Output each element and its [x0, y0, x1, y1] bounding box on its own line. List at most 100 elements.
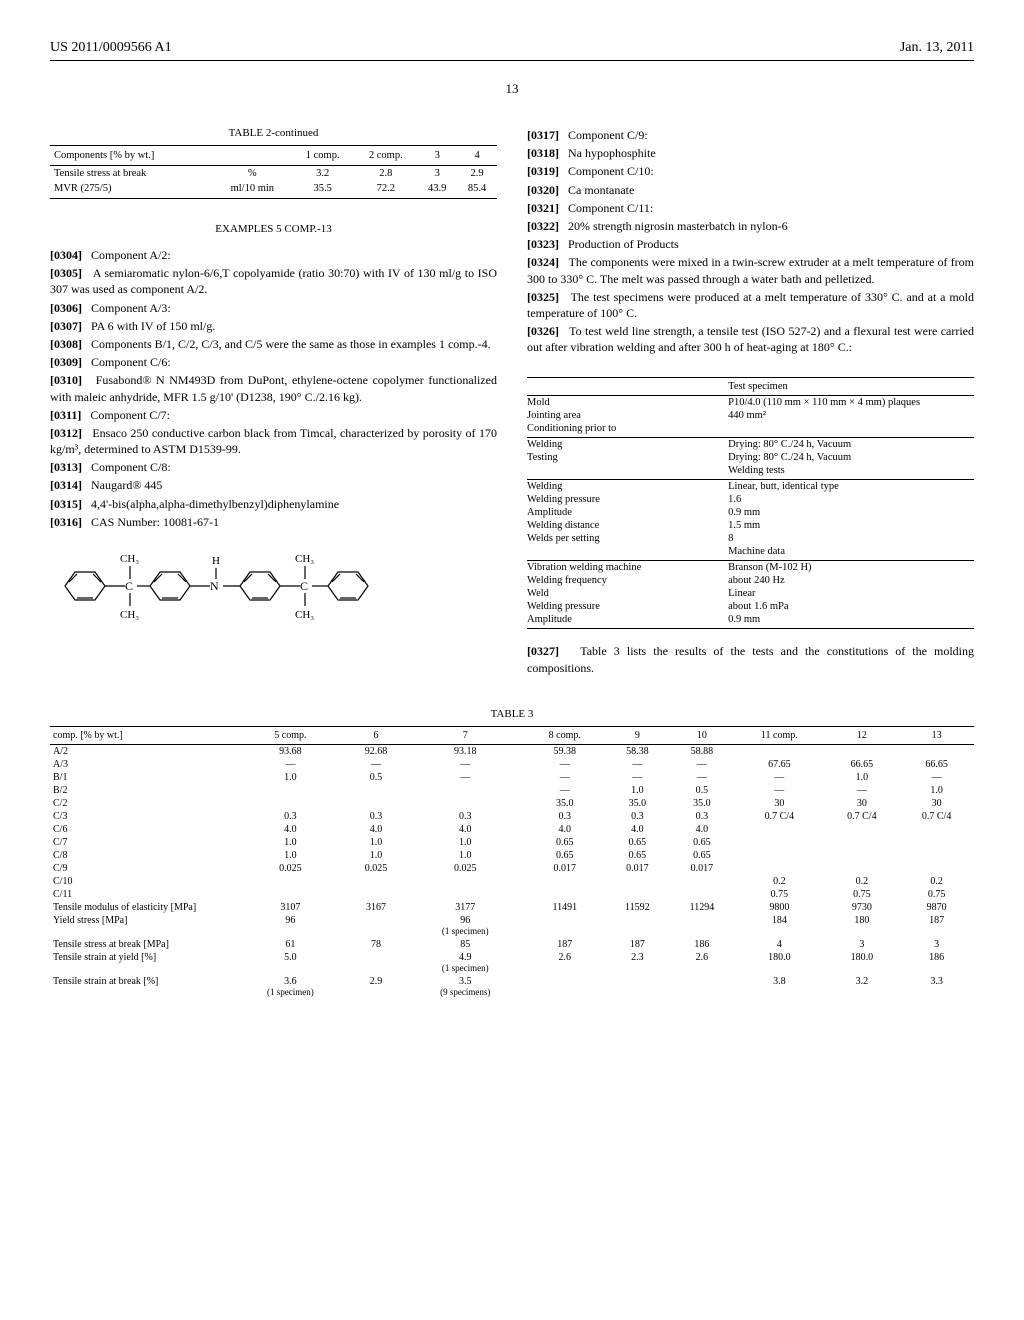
paragraph: [0315] 4,4'-bis(alpha,alpha-dimethylbenz… [50, 496, 497, 512]
paragraph: [0327] Table 3 lists the results of the … [527, 643, 974, 675]
para-text: Na hypophosphite [568, 146, 656, 160]
cell: 0.7 C/4 [734, 810, 824, 823]
table-row: WeldLinear [527, 587, 974, 600]
para-number: [0309] [50, 355, 82, 369]
cell [346, 951, 406, 975]
cell: 0.017 [670, 862, 735, 875]
cell: ml/10 min [213, 181, 291, 196]
table3-caption: TABLE 3 [50, 708, 974, 720]
cell: Welding distance [527, 519, 728, 532]
table-row: Tensile strain at break [%]3.6(1 specime… [50, 975, 974, 999]
table3: comp. [% by wt.]5 comp.678 comp.91011 co… [50, 726, 974, 999]
cell: 4.9(1 specimen) [406, 951, 525, 975]
cell: Welding [527, 438, 728, 452]
cell [346, 888, 406, 901]
cell: 440 mm² [728, 409, 974, 422]
cell: 1.0 [346, 849, 406, 862]
cell: 96(1 specimen) [406, 914, 525, 938]
para-number: [0315] [50, 497, 82, 511]
cell [825, 862, 900, 875]
cell [525, 875, 606, 888]
cell: 1.0 [235, 836, 346, 849]
cell: 2.9 [457, 166, 497, 182]
cell: 11294 [670, 901, 735, 914]
publication-date: Jan. 13, 2011 [900, 40, 974, 56]
cell: — [406, 771, 525, 784]
col-header: 3 [417, 148, 457, 163]
cell [670, 875, 735, 888]
cell: % [213, 166, 291, 182]
two-column-layout: TABLE 2-continued Components [% by wt.] … [50, 127, 974, 678]
para-number: [0320] [527, 183, 559, 197]
table-row: Tensile strain at yield [%]5.04.9(1 spec… [50, 951, 974, 975]
table2: Components [% by wt.] 1 comp. 2 comp. 3 … [50, 145, 497, 199]
cell: 180.0 [734, 951, 824, 975]
cell: 0.75 [734, 888, 824, 901]
cell [825, 849, 900, 862]
cell: 3.6(1 specimen) [235, 975, 346, 999]
cell: 2.6 [525, 951, 606, 975]
cell: — [605, 771, 670, 784]
cell [346, 797, 406, 810]
para-number: [0312] [50, 426, 82, 440]
cell: 35.0 [605, 797, 670, 810]
cell: Tensile strain at yield [%] [50, 951, 235, 975]
cell: 1.0 [406, 849, 525, 862]
table-row: Welding pressureabout 1.6 mPa [527, 600, 974, 613]
header-rule [50, 60, 974, 61]
paragraph: [0304] Component A/2: [50, 247, 497, 263]
cell: 0.025 [346, 862, 406, 875]
cell: 4 [734, 938, 824, 951]
cell [734, 849, 824, 862]
cell: Jointing area [527, 409, 728, 422]
cell: A/3 [50, 758, 235, 771]
para-text: Component A/2: [91, 248, 171, 262]
cell: 93.18 [406, 744, 525, 758]
cell: 0.2 [899, 875, 974, 888]
table-row: MVR (275/5) ml/10 min 35.5 72.2 43.9 85.… [50, 181, 497, 196]
cell: 1.0 [406, 836, 525, 849]
cell: 3167 [346, 901, 406, 914]
cell [525, 975, 606, 999]
cell [899, 836, 974, 849]
table-row: Tensile stress at break % 3.2 2.8 3 2.9 [50, 166, 497, 182]
cell: B/2 [50, 784, 235, 797]
paragraph: [0322] 20% strength nigrosin masterbatch… [527, 218, 974, 234]
cell: 2.6 [670, 951, 735, 975]
paragraph: [0311] Component C/7: [50, 407, 497, 423]
cell [235, 875, 346, 888]
para-number: [0325] [527, 290, 559, 304]
cell: Yield stress [MPa] [50, 914, 235, 938]
paragraph: [0321] Component C/11: [527, 200, 974, 216]
cell: 9730 [825, 901, 900, 914]
cell: 0.5 [346, 771, 406, 784]
para-text: To test weld line strength, a tensile te… [527, 324, 974, 354]
para-number: [0317] [527, 128, 559, 142]
cell: 11491 [525, 901, 606, 914]
cell: MVR (275/5) [50, 181, 213, 196]
cell: — [346, 758, 406, 771]
svg-text:N: N [210, 579, 219, 593]
para-text: Ensaco 250 conductive carbon black from … [50, 426, 497, 456]
cell: 4.0 [406, 823, 525, 836]
cell: 0.025 [235, 862, 346, 875]
cell: — [525, 784, 606, 797]
table-row: C/235.035.035.0303030 [50, 797, 974, 810]
para-number: [0310] [50, 373, 82, 387]
cell [734, 823, 824, 836]
cell: Welding pressure [527, 493, 728, 506]
para-number: [0314] [50, 478, 82, 492]
cell [605, 914, 670, 938]
cell: 187 [899, 914, 974, 938]
cell [899, 744, 974, 758]
cell: 2.8 [354, 166, 417, 182]
cell [670, 975, 735, 999]
svg-text:CH₃: CH₃ [120, 553, 139, 565]
cell: 0.3 [346, 810, 406, 823]
cell [734, 862, 824, 875]
table-row: Machine data [527, 545, 974, 558]
para-text: Component C/10: [568, 164, 654, 178]
cell [670, 888, 735, 901]
table-row: Welds per setting8 [527, 532, 974, 545]
cell: 0.65 [525, 836, 606, 849]
